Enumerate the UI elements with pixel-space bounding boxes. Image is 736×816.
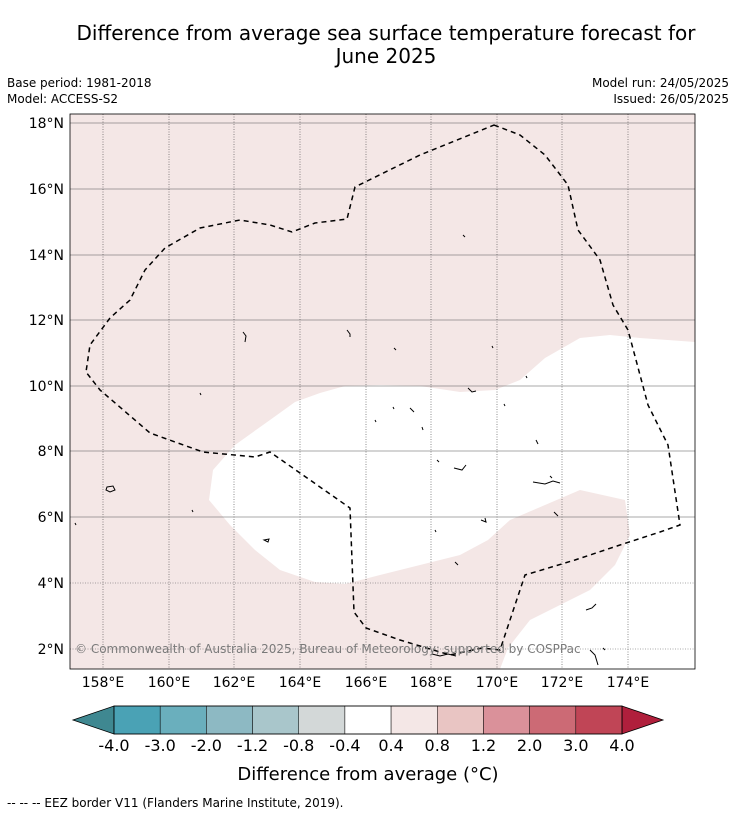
model-name: Model: ACCESS-S2 (7, 92, 119, 106)
lon-tick-label: 158°E (82, 675, 125, 691)
colorbar-tick-label: 0.4 (378, 736, 403, 755)
neutral-anomaly-region (209, 335, 695, 669)
title-line-1: Difference from average sea surface temp… (76, 21, 696, 45)
lat-tick-label: 6°N (38, 510, 64, 526)
colorbar-segment (575, 705, 623, 735)
latitude-tick-labels: 18°N 16°N 14°N 12°N 10°N 8°N 6°N 4°N 2°N (29, 116, 64, 658)
longitude-tick-labels: 158°E 160°E 162°E 164°E 166°E 168°E 170°… (82, 675, 650, 691)
lon-tick-label: 170°E (476, 675, 519, 691)
longitude-gridlines (102, 114, 629, 669)
lat-tick-label: 4°N (38, 576, 64, 592)
lon-tick-label: 168°E (410, 675, 453, 691)
colorbar-segment (159, 705, 207, 735)
lat-tick-label: 2°N (38, 642, 64, 658)
colorbar-tick-label: -0.4 (329, 736, 360, 755)
colorbar-segment (206, 705, 253, 735)
eez-footnote: -- -- -- EEZ border V11 (Flanders Marine… (7, 796, 344, 810)
lon-tick-label: 172°E (541, 675, 584, 691)
colorbar-label: Difference from average (°C) (237, 764, 498, 785)
colorbar-segment (298, 705, 346, 735)
colorbar-tick-label: 3.0 (563, 736, 588, 755)
colorbar-tick-label: -3.0 (145, 736, 176, 755)
colorbar-tick-label: -1.2 (237, 736, 268, 755)
copyright-notice: © Commonwealth of Australia 2025, Bureau… (75, 642, 581, 656)
lat-tick-label: 8°N (38, 444, 64, 460)
colorbar-segment (483, 705, 530, 735)
title-line-2: June 2025 (335, 44, 437, 68)
eez-border (85, 124, 681, 656)
colorbar-segment (437, 705, 484, 735)
colorbar-segment (113, 705, 161, 735)
map-frame (69, 113, 696, 670)
issued-date: Issued: 26/05/2025 (613, 92, 729, 106)
colorbar-tick-label: -4.0 (98, 736, 129, 755)
colorbar-segment (252, 705, 299, 735)
colorbar-tick-label: -0.8 (283, 736, 314, 755)
model-run: Model run: 24/05/2025 (591, 76, 729, 90)
colorbar-tick-label: 2.0 (517, 736, 542, 755)
colorbar-tick-label: 4.0 (609, 736, 634, 755)
colorbar-segment (390, 705, 438, 735)
latitude-gridlines (70, 122, 695, 650)
lon-tick-label: 174°E (607, 675, 650, 691)
lon-tick-label: 166°E (345, 675, 388, 691)
lat-tick-label: 16°N (29, 182, 64, 198)
colorbar: -4.0 -3.0 -2.0 -1.2 -0.8 -0.4 0.4 0.8 1.2 2.0 3.0 4… (71, 705, 665, 785)
colorbar-frame (113, 705, 623, 735)
lat-tick-label: 18°N (29, 116, 64, 132)
base-period: Base period: 1981-2018 (7, 76, 152, 90)
run-info: Model run: 24/05/2025 Issued: 26/05/2025 (592, 75, 729, 107)
colorbar-segments (113, 705, 623, 735)
lon-tick-label: 160°E (148, 675, 191, 691)
colorbar-tick-label: 1.2 (471, 736, 496, 755)
colorbar-segment (344, 705, 392, 735)
lon-tick-label: 162°E (213, 675, 256, 691)
islands (74, 234, 606, 666)
colorbar-extend-low (71, 705, 115, 735)
colorbar-tick-label: -2.0 (191, 736, 222, 755)
lat-tick-label: 14°N (29, 248, 64, 264)
lat-tick-label: 10°N (29, 379, 64, 395)
colorbar-extend-high (621, 705, 665, 735)
colorbar-segment (529, 705, 577, 735)
model-info: Base period: 1981-2018 Model: ACCESS-S2 (7, 75, 152, 107)
map-title: Difference from average sea surface temp… (36, 22, 736, 68)
colorbar-tick-labels: -4.0 -3.0 -2.0 -1.2 -0.8 -0.4 0.4 0.8 1.2 2.0 3.0 4… (98, 736, 634, 755)
lon-tick-label: 164°E (279, 675, 322, 691)
colorbar-tick-label: 0.8 (425, 736, 450, 755)
lat-tick-label: 12°N (29, 313, 64, 329)
